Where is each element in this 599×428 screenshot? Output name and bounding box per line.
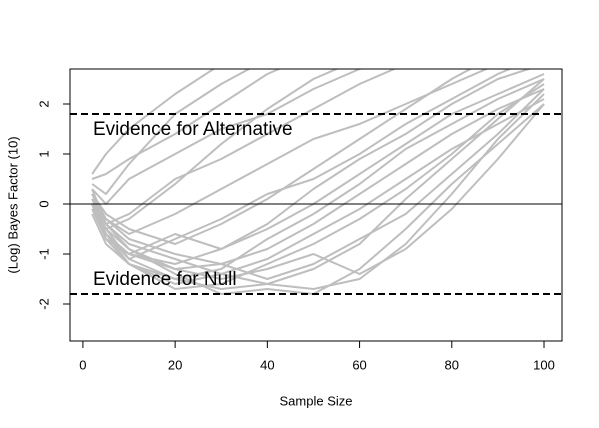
- y-tick-label: 1: [36, 150, 51, 157]
- series-line: [91, 69, 473, 245]
- series-line: [91, 69, 363, 205]
- y-tick-label: -2: [36, 298, 51, 310]
- series-line: [91, 69, 340, 230]
- annotation: Evidence for Alternative: [93, 119, 293, 140]
- series-line: [91, 69, 489, 235]
- plot-lines: [91, 69, 545, 295]
- annotation: Evidence for Null: [93, 269, 237, 290]
- y-tick-label: -1: [36, 248, 51, 260]
- x-axis-label: Sample Size: [280, 393, 353, 408]
- plot-frame: [69, 68, 563, 342]
- y-axis-label: (Log) Bayes Factor (10): [5, 136, 20, 273]
- series-line: [91, 88, 545, 280]
- x-tick-label: 0: [79, 357, 86, 372]
- x-tick-label: 100: [533, 357, 555, 372]
- series-line: [91, 73, 545, 265]
- series-line: [91, 69, 532, 255]
- y-tick-label: 2: [36, 100, 51, 107]
- series-line: [91, 69, 512, 260]
- series-line: [91, 69, 216, 175]
- series-line: [91, 83, 545, 290]
- series-line: [91, 103, 545, 280]
- series-line: [91, 69, 397, 225]
- series-line: [91, 78, 545, 280]
- x-tick-label: 20: [168, 357, 182, 372]
- series-line: [91, 69, 282, 180]
- series-line: [91, 93, 545, 290]
- y-tick-label: 0: [36, 200, 51, 207]
- x-tick-label: 40: [260, 357, 274, 372]
- series-line: [91, 69, 252, 195]
- x-tick-label: 80: [445, 357, 459, 372]
- x-tick-label: 60: [352, 357, 366, 372]
